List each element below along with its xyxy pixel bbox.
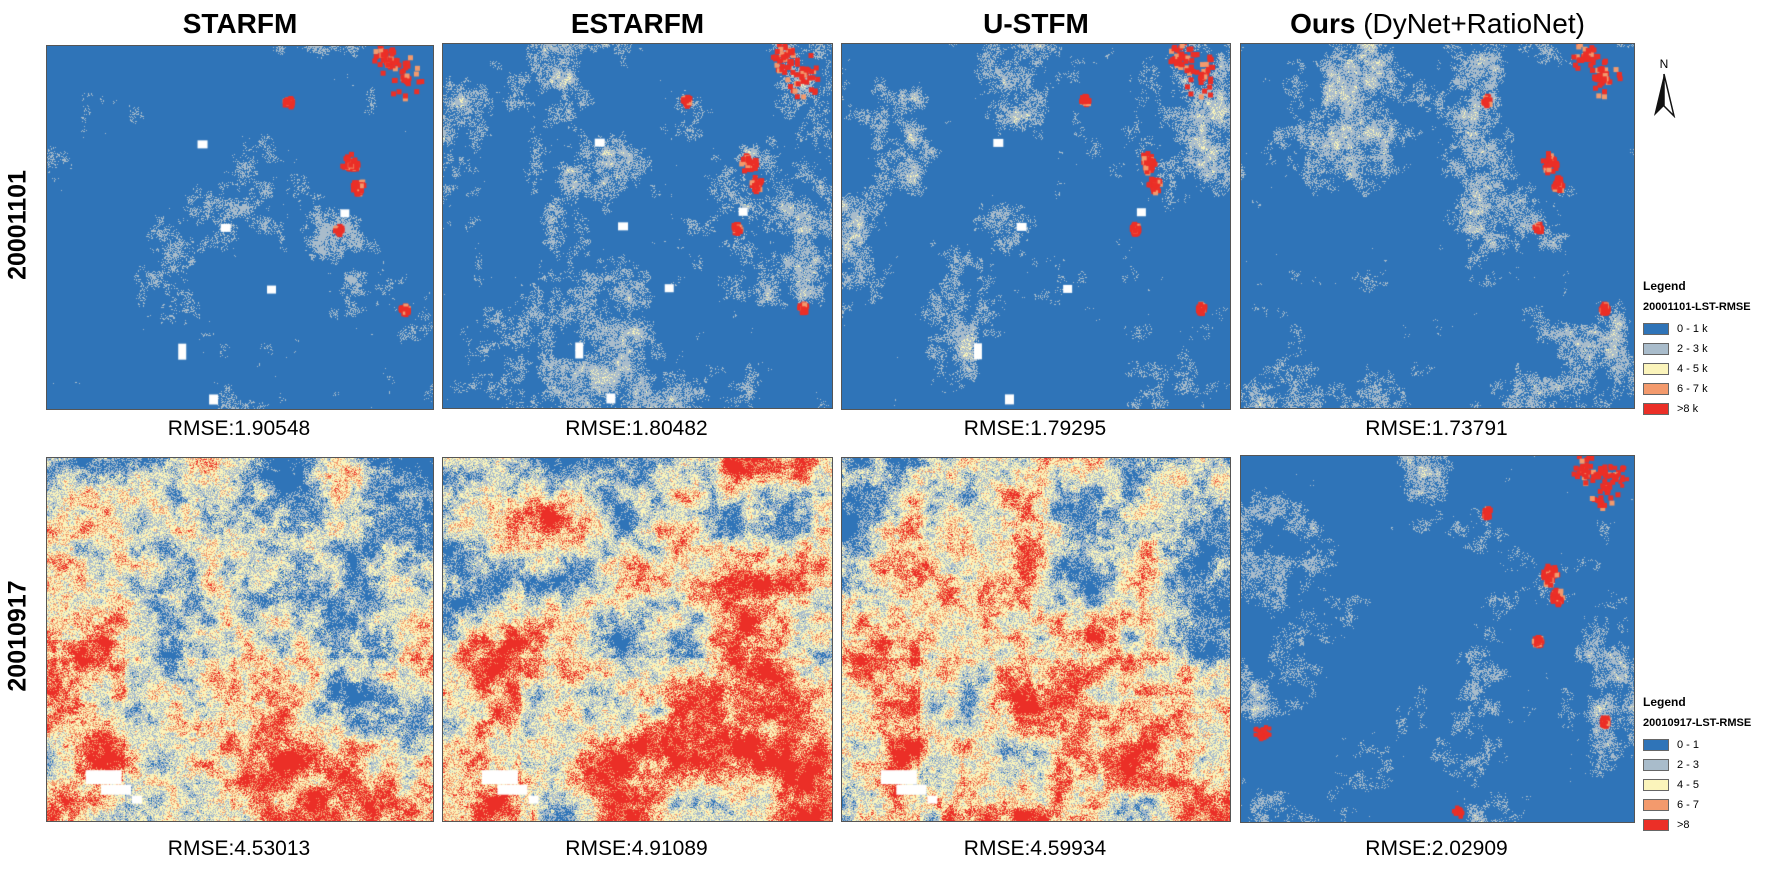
- legend-item-label: >8 k: [1677, 403, 1699, 415]
- error-map-canvas: [842, 458, 1230, 821]
- error-map-canvas: [47, 46, 433, 409]
- legend-item: 6 - 7 k: [1643, 379, 1751, 399]
- column-subtitle-text: (DyNet+RatioNet): [1355, 8, 1585, 39]
- error-map-canvas: [47, 458, 433, 821]
- legend-title: Legend: [1643, 695, 1686, 709]
- legend-item-label: 0 - 1: [1677, 739, 1700, 751]
- map-panel-estarfm-20001101: [442, 43, 833, 409]
- map-panel-ustfm-20001101: [841, 43, 1231, 410]
- error-map-canvas: [1241, 44, 1634, 408]
- rmse-starfm-20001101: RMSE:1.90548: [167, 417, 311, 440]
- legend-item: 2 - 3 k: [1643, 339, 1751, 359]
- column-title-text: ESTARFM: [570, 8, 705, 39]
- legend-item-label: 6 - 7: [1677, 799, 1700, 811]
- legend-20001101: Legend 20001101-LST-RMSE 0 - 1 k 2 - 3 k…: [1643, 279, 1751, 419]
- north-arrow-icon: N: [1651, 58, 1677, 118]
- legend-title: Legend: [1643, 279, 1686, 293]
- map-panel-ustfm-20010917: [841, 457, 1231, 822]
- row-label-20001101: 20001101: [3, 170, 32, 280]
- rmse-starfm-20010917: RMSE:4.53013: [167, 837, 311, 860]
- map-panel-ours-20001101: [1240, 43, 1635, 409]
- legend-swatch: [1643, 363, 1669, 375]
- column-title-text: Ours: [1290, 8, 1356, 39]
- legend-swatch: [1643, 759, 1669, 771]
- legend-item-label: 0 - 1 k: [1677, 323, 1708, 335]
- legend-item-label: 4 - 5 k: [1677, 363, 1708, 375]
- rmse-ours-20010917: RMSE:2.02909: [1365, 837, 1508, 860]
- column-title-estarfm: ESTARFM: [442, 4, 833, 44]
- rmse-ours-20001101: RMSE:1.73791: [1365, 417, 1508, 440]
- legend-item: >8 k: [1643, 399, 1751, 419]
- legend-item: 4 - 5 k: [1643, 359, 1751, 379]
- legend-swatch: [1643, 779, 1669, 791]
- legend-item: 4 - 5: [1643, 775, 1751, 795]
- legend-subtitle: 20001101-LST-RMSE: [1643, 301, 1751, 313]
- column-title-text: STARFM: [182, 8, 298, 39]
- legend-20010917: Legend 20010917-LST-RMSE 0 - 1 2 - 3 4 -…: [1643, 695, 1751, 835]
- north-arrow-shape: [1654, 73, 1676, 118]
- legend-item-label: 2 - 3 k: [1677, 343, 1708, 355]
- legend-swatch: [1643, 343, 1669, 355]
- column-title-text: U-STFM: [983, 8, 1089, 39]
- error-map-canvas: [842, 44, 1230, 409]
- map-panel-estarfm-20010917: [442, 457, 833, 822]
- legend-subtitle: 20010917-LST-RMSE: [1643, 717, 1752, 729]
- rmse-estarfm-20010917: RMSE:4.91089: [565, 837, 708, 860]
- legend-item: 0 - 1: [1643, 735, 1751, 755]
- map-panel-starfm-20001101: [46, 45, 434, 410]
- row-label-20010917: 20010917: [3, 580, 32, 692]
- map-panel-ours-20010917: [1240, 455, 1635, 823]
- legend-item-label: 4 - 5: [1677, 779, 1700, 791]
- legend-swatch: [1643, 323, 1669, 335]
- legend-item-label: 6 - 7 k: [1677, 383, 1708, 395]
- north-label: N: [1659, 57, 1669, 71]
- map-panel-starfm-20010917: [46, 457, 434, 822]
- legend-item-label: 2 - 3: [1677, 759, 1700, 771]
- legend-item: >8: [1643, 815, 1751, 835]
- legend-item: 0 - 1 k: [1643, 319, 1751, 339]
- error-map-canvas: [443, 458, 832, 821]
- rmse-estarfm-20001101: RMSE:1.80482: [565, 417, 708, 440]
- legend-swatch: [1643, 819, 1669, 831]
- legend-item-label: >8: [1677, 819, 1690, 831]
- column-title-ours: Ours (DyNet+RatioNet): [1240, 4, 1635, 44]
- legend-swatch: [1643, 799, 1669, 811]
- rmse-ustfm-20010917: RMSE:4.59934: [963, 837, 1107, 860]
- error-map-canvas: [1241, 456, 1634, 822]
- column-title-starfm: STARFM: [46, 4, 434, 44]
- legend-swatch: [1643, 739, 1669, 751]
- legend-swatch: [1643, 403, 1669, 415]
- error-map-canvas: [443, 44, 832, 408]
- column-title-ustfm: U-STFM: [841, 4, 1231, 44]
- legend-swatch: [1643, 383, 1669, 395]
- legend-item: 6 - 7: [1643, 795, 1751, 815]
- rmse-ustfm-20001101: RMSE:1.79295: [963, 417, 1107, 440]
- legend-item: 2 - 3: [1643, 755, 1751, 775]
